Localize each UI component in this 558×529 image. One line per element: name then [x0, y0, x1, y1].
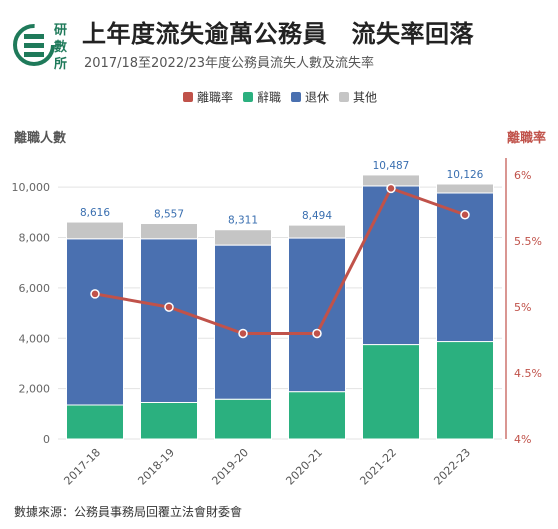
rate-point — [312, 328, 322, 339]
bar-segment — [214, 398, 272, 440]
total-label: 8,557 — [154, 209, 184, 221]
legend-label: 辭職 — [257, 91, 281, 105]
right-tick-label: 4% — [514, 433, 531, 446]
left-axis-ticks: 0 2,000 4,000 6,000 8,000 10,000 — [12, 181, 51, 446]
gridlines — [58, 186, 502, 440]
legend-swatch — [243, 92, 253, 102]
bar-segment — [362, 344, 420, 440]
left-tick-label: 0 — [43, 433, 50, 446]
x-tick-label: 2018-19 — [135, 446, 177, 488]
bar-segment — [362, 185, 420, 346]
bar-segment — [66, 404, 124, 440]
rate-point — [238, 328, 248, 339]
x-axis-ticks: 2017-18 2018-19 2019-20 2020-21 2021-22 2022-… — [61, 446, 473, 488]
bar-segment — [66, 221, 124, 240]
total-labels: 8,616 8,557 8,311 8,494 10,487 10,126 — [80, 160, 484, 227]
x-tick-label: 2019-20 — [209, 446, 251, 488]
right-axis-ticks: 4% 4.5% 5% 5.5% 6% — [505, 158, 542, 446]
left-tick-label: 6,000 — [19, 282, 51, 295]
x-tick-label: 2020-21 — [283, 446, 325, 488]
bar-segment — [214, 229, 272, 246]
rate-point — [460, 210, 470, 220]
rate-point — [386, 183, 396, 194]
right-axis-label: 離職率 — [507, 130, 546, 146]
legend-swatch — [183, 92, 193, 102]
page-subtitle: 2017/18至2022/23年度公務員流失人數及流失率 — [84, 56, 375, 71]
total-label: 10,126 — [447, 169, 484, 181]
bars — [66, 174, 494, 440]
bar-segment — [288, 391, 346, 440]
left-tick-label: 8,000 — [19, 232, 51, 245]
right-tick-label: 5.5% — [514, 235, 542, 248]
logo-icon: 研 數 所 — [13, 23, 67, 72]
rate-line-group — [90, 183, 470, 339]
bar-segment — [140, 223, 198, 240]
bar-segment — [214, 244, 272, 400]
legend-label: 退休 — [305, 91, 329, 105]
bar-segment — [140, 238, 198, 403]
rate-point — [164, 302, 174, 312]
legend-item[interactable]: 其他 — [339, 91, 377, 105]
total-label: 10,487 — [373, 160, 410, 172]
bar-segment — [288, 224, 346, 239]
left-axis-label: 離職人數 — [14, 130, 66, 146]
svg-text:數: 數 — [54, 39, 67, 55]
left-tick-label: 10,000 — [12, 181, 51, 194]
source-note: 數據來源：公務員事務局回覆立法會財委會 — [14, 505, 243, 519]
total-label: 8,311 — [228, 215, 258, 227]
legend-label: 其他 — [353, 91, 377, 105]
bar-segment — [140, 401, 198, 440]
legend-item[interactable]: 辭職 — [243, 91, 281, 105]
rate-point — [90, 289, 100, 299]
svg-text:所: 所 — [54, 56, 67, 72]
x-tick-label: 2021-22 — [357, 446, 399, 488]
right-tick-label: 4.5% — [514, 367, 542, 380]
rate-line — [94, 186, 466, 335]
total-label: 8,616 — [80, 207, 110, 219]
bar-segment — [66, 238, 124, 406]
left-tick-label: 4,000 — [19, 332, 51, 345]
legend-label: 離職率 — [197, 90, 233, 105]
page-title: 上年度流失逾萬公務員 流失率回落 — [82, 20, 474, 48]
legend-item[interactable]: 離職率 — [183, 90, 233, 105]
right-tick-label: 5% — [514, 301, 531, 314]
right-tick-label: 6% — [514, 169, 531, 182]
svg-text:研: 研 — [54, 23, 67, 38]
bar-segment — [436, 341, 494, 440]
x-tick-label: 2022-23 — [431, 446, 473, 488]
legend-swatch — [291, 92, 301, 102]
legend-swatch — [339, 92, 349, 102]
chart-legend: 離職率 辭職 退休 其他 — [183, 90, 377, 105]
total-label: 8,494 — [302, 210, 332, 222]
legend-item[interactable]: 退休 — [291, 91, 329, 105]
stacked-bar-line-chart: 離職率 辭職 退休 其他 離職人數 離職率 0 2,000 4,000 6,000 8,000… — [12, 90, 547, 488]
bar-segment — [436, 183, 494, 194]
x-tick-label: 2017-18 — [61, 446, 103, 488]
bar-segment — [288, 237, 346, 393]
left-tick-label: 2,000 — [19, 383, 51, 396]
